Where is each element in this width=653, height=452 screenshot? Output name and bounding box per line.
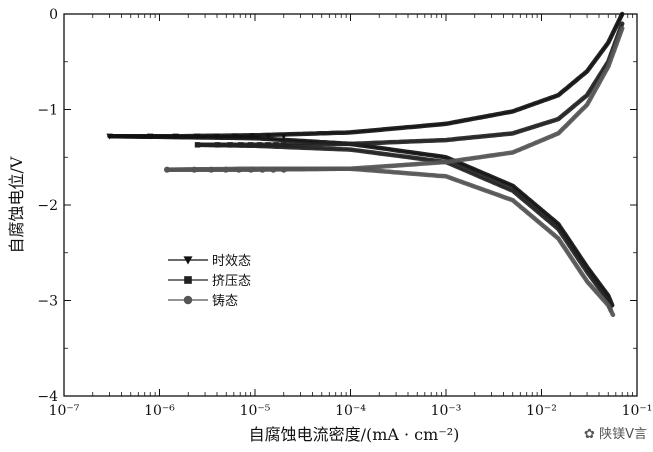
legend-label-1: 时效态	[212, 254, 251, 269]
series-1	[106, 11, 625, 308]
series-2-marker	[256, 142, 263, 148]
x-tick-label: 10⁻²	[526, 403, 557, 419]
series-1-marker	[194, 133, 201, 140]
series-1-marker	[248, 133, 256, 140]
series-1-marker	[172, 133, 179, 140]
legend-marker-3	[183, 295, 193, 305]
series-3-marker	[222, 166, 229, 173]
series-2-marker	[227, 142, 233, 148]
series-2-cathodic-line	[197, 144, 612, 311]
series-3-marker	[208, 166, 215, 173]
y-tick-label: −2	[37, 198, 58, 214]
series-3-marker	[191, 166, 198, 173]
series-2-marker	[281, 142, 287, 148]
series-2-marker	[194, 142, 201, 148]
series-1-anodic-curve	[107, 11, 625, 139]
series-3-cathodic-curve	[164, 166, 616, 318]
series-3-marker	[247, 166, 255, 173]
legend-marker-1	[183, 256, 193, 265]
series-2	[194, 21, 625, 313]
series-3-cathodic-line	[167, 168, 614, 316]
x-tick-label: 10⁻⁵	[240, 403, 271, 419]
watermark-text: 陕镁V言	[599, 427, 647, 442]
legend-marker-2	[184, 276, 192, 284]
y-tick-label: 0	[49, 7, 58, 23]
plot-area-border	[63, 13, 638, 397]
series-2-marker	[247, 142, 254, 148]
wechat-icon: ✿	[584, 427, 595, 442]
watermark: ✿ 陕镁V言	[584, 423, 647, 442]
series-2-marker	[238, 142, 244, 148]
series-1-marker	[213, 133, 220, 140]
series-1-marker	[106, 133, 113, 140]
legend-label-3: 铸态	[212, 293, 238, 309]
legend-label-2: 挤压态	[212, 274, 251, 289]
y-axis-title: 自腐蚀电位/V	[7, 156, 26, 253]
series-2-marker	[265, 142, 271, 148]
series-3-marker	[259, 166, 266, 173]
x-tick-label: 10⁻¹	[622, 403, 653, 419]
y-tick-label: −4	[37, 389, 58, 405]
series-2-marker	[214, 142, 221, 148]
series-1-marker	[231, 133, 239, 140]
series-3-marker	[270, 166, 277, 173]
y-tick-label: −3	[37, 294, 58, 310]
series-1-cathodic-line	[109, 135, 613, 306]
series-1-marker	[280, 133, 287, 140]
series-1-marker	[265, 133, 272, 140]
series-1-anodic-line	[109, 13, 623, 137]
x-tick-label: 10⁻⁶	[144, 403, 175, 419]
series-1-marker	[146, 133, 154, 140]
series-3-marker	[235, 166, 242, 173]
x-tick-label: 10⁻⁴	[335, 403, 366, 419]
series-3-marker	[280, 166, 287, 173]
series-3-marker	[164, 166, 171, 173]
series-3	[164, 26, 625, 318]
series-3-anodic-line	[167, 28, 623, 171]
x-tick-label: 10⁻³	[431, 403, 462, 419]
x-tick-label: 10⁻⁷	[49, 403, 80, 419]
series-2-marker	[273, 142, 279, 148]
y-tick-label: −1	[37, 103, 58, 119]
x-axis-title: 自腐蚀电流密度/(mA · cm⁻²)	[249, 425, 460, 444]
